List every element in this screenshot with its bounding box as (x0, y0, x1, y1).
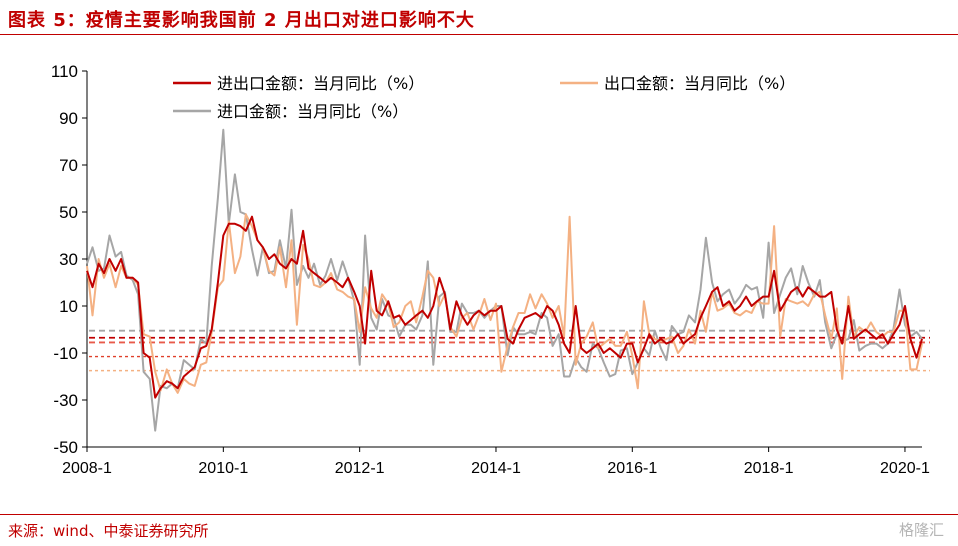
series-line-2 (86, 128, 923, 432)
title-divider (0, 34, 958, 35)
x-tick-label: 2020-1 (880, 460, 930, 477)
series-line-1 (86, 213, 923, 394)
legend-label-2: 进口金额：当月同比（%） (217, 102, 408, 121)
x-tick-label: 2010-1 (198, 460, 248, 477)
x-tick-label: 2008-1 (62, 460, 112, 477)
line-chart: 110 90 70 50 30 10 -10 -30 -50 2008-1 2010-1 2012-1… (51, 62, 930, 477)
y-tick-label: 70 (59, 156, 78, 175)
x-tick-label: 2016-1 (607, 460, 657, 477)
y-tick-label: 30 (59, 250, 78, 269)
legend-label-1: 出口金额：当月同比（%） (604, 74, 795, 93)
y-tick-label: 10 (59, 297, 78, 316)
y-tick-label: 90 (59, 109, 78, 128)
y-tick-label: -50 (53, 438, 78, 457)
y-tick-label: -30 (53, 391, 78, 410)
page-title: 图表 5：疫情主要影响我国前 2 月出口对进口影响不大 (8, 10, 475, 31)
x-tick-label: 2018-1 (744, 460, 794, 477)
legend-label-0: 进出口金额：当月同比（%） (217, 74, 424, 93)
y-tick-label: -10 (53, 344, 78, 363)
series-line-0 (86, 215, 923, 399)
source-note: 来源：wind、中泰证券研究所 (8, 522, 209, 540)
watermark: 格隆汇 (898, 521, 944, 539)
y-tick-label: 110 (51, 62, 78, 81)
x-tick-label: 2012-1 (335, 460, 385, 477)
source-divider (0, 514, 958, 515)
y-tick-label: 50 (59, 203, 78, 222)
x-tick-label: 2014-1 (471, 460, 521, 477)
